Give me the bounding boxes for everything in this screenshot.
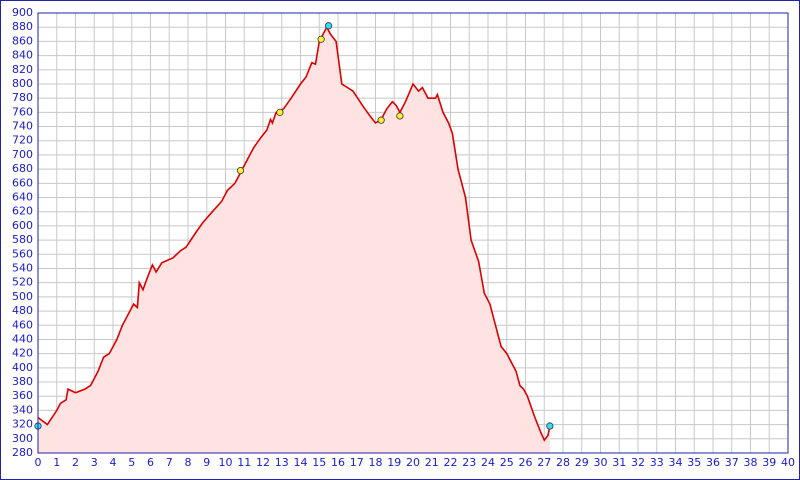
y-tick-label: 580 xyxy=(12,233,33,246)
waypoint xyxy=(325,22,333,30)
x-tick-label: 0 xyxy=(35,456,42,469)
x-tick-label: 19 xyxy=(387,456,401,469)
x-tick-label: 6 xyxy=(147,456,154,469)
area-fill xyxy=(38,27,550,453)
x-tick-label: 4 xyxy=(110,456,117,469)
x-tick-label: 24 xyxy=(481,456,495,469)
x-tick-label: 23 xyxy=(462,456,476,469)
y-tick-label: 740 xyxy=(12,120,33,133)
y-tick-label: 780 xyxy=(12,91,33,104)
x-tick-label: 3 xyxy=(91,456,98,469)
x-tick-label: 13 xyxy=(275,456,289,469)
y-tick-label: 300 xyxy=(12,432,33,445)
y-tick-label: 660 xyxy=(12,176,33,189)
y-tick-label: 420 xyxy=(12,347,33,360)
y-tick-label: 840 xyxy=(12,49,33,62)
y-tick-label: 880 xyxy=(12,20,33,33)
x-tick-label: 1 xyxy=(53,456,60,469)
x-tick-label: 17 xyxy=(350,456,364,469)
y-tick-label: 520 xyxy=(12,276,33,289)
y-tick-label: 380 xyxy=(12,375,33,388)
x-tick-label: 40 xyxy=(781,456,795,469)
x-tick-label: 29 xyxy=(575,456,589,469)
x-tick-label: 8 xyxy=(185,456,192,469)
x-tick-label: 2 xyxy=(72,456,79,469)
x-tick-label: 30 xyxy=(594,456,608,469)
y-tick-label: 900 xyxy=(12,6,33,19)
y-tick-label: 640 xyxy=(12,191,33,204)
waypoint xyxy=(396,112,404,120)
y-tick-label: 320 xyxy=(12,418,33,431)
y-tick-label: 400 xyxy=(12,361,33,374)
y-tick-label: 480 xyxy=(12,304,33,317)
x-tick-label: 16 xyxy=(331,456,345,469)
x-tick-label: 37 xyxy=(725,456,739,469)
x-tick-label: 39 xyxy=(762,456,776,469)
x-tick-label: 31 xyxy=(612,456,626,469)
y-tick-label: 860 xyxy=(12,34,33,47)
x-tick-label: 11 xyxy=(237,456,251,469)
x-tick-label: 18 xyxy=(369,456,383,469)
y-tick-label: 360 xyxy=(12,389,33,402)
y-tick-label: 720 xyxy=(12,134,33,147)
y-tick-label: 700 xyxy=(12,148,33,161)
x-tick-label: 10 xyxy=(219,456,233,469)
waypoint xyxy=(276,108,284,116)
x-tick-label: 5 xyxy=(128,456,135,469)
y-tick-label: 500 xyxy=(12,290,33,303)
y-tick-label: 820 xyxy=(12,63,33,76)
elevation-line xyxy=(37,25,551,442)
y-tick-label: 440 xyxy=(12,332,33,345)
x-tick-label: 34 xyxy=(669,456,683,469)
y-tick-label: 620 xyxy=(12,205,33,218)
y-tick-label: 460 xyxy=(12,318,33,331)
x-tick-label: 14 xyxy=(294,456,308,469)
x-tick-label: 36 xyxy=(706,456,720,469)
x-tick-label: 20 xyxy=(406,456,420,469)
y-tick-label: 760 xyxy=(12,105,33,118)
x-tick-label: 21 xyxy=(425,456,439,469)
y-tick-label: 540 xyxy=(12,261,33,274)
x-tick-label: 12 xyxy=(256,456,270,469)
x-tick-label: 15 xyxy=(312,456,326,469)
x-tick-label: 32 xyxy=(631,456,645,469)
waypoint xyxy=(377,116,385,124)
x-tick-label: 35 xyxy=(687,456,701,469)
x-tick-label: 27 xyxy=(537,456,551,469)
y-tick-label: 340 xyxy=(12,403,33,416)
y-tick-label: 600 xyxy=(12,219,33,232)
x-tick-label: 28 xyxy=(556,456,570,469)
y-tick-label: 680 xyxy=(12,162,33,175)
x-tick-label: 25 xyxy=(500,456,514,469)
y-tick-label: 800 xyxy=(12,77,33,90)
x-tick-label: 33 xyxy=(650,456,664,469)
x-tick-label: 22 xyxy=(444,456,458,469)
x-tick-label: 38 xyxy=(744,456,758,469)
y-tick-label: 560 xyxy=(12,247,33,260)
waypoint xyxy=(317,35,325,43)
x-tick-label: 9 xyxy=(203,456,210,469)
waypoint xyxy=(546,422,554,430)
x-tick-label: 7 xyxy=(166,456,173,469)
plot-border xyxy=(37,12,789,454)
x-tick-label: 26 xyxy=(519,456,533,469)
waypoint xyxy=(236,166,245,175)
y-tick-label: 280 xyxy=(12,446,33,459)
